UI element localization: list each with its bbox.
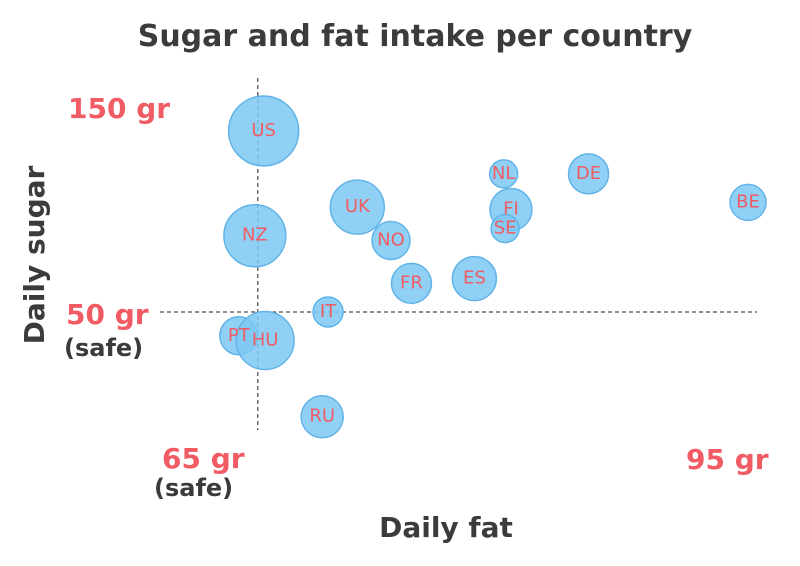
x-safe-annotation: 65 gr [162,442,245,475]
bubble-label-ru: RU [309,406,335,427]
bubble-fr [390,262,433,305]
bubble-label-nz: NZ [242,225,268,246]
bubble-label-es: ES [463,268,486,289]
y-safe-sublabel: (safe) [64,334,143,362]
bubble-nl [488,159,519,189]
bubble-label-us: US [251,120,276,141]
bubble-ru [300,394,344,439]
bubble-label-be: BE [736,191,760,212]
bubble-label-hu: HU [252,330,279,351]
bubble-hu [235,310,295,371]
chart-title: Sugar and fat intake per country [138,19,693,54]
bubble-be [729,183,767,222]
bubble-label-fr: FR [400,272,423,293]
bubble-label-de: DE [576,163,601,184]
bubble-label-no: NO [377,230,405,251]
bubble-label-pt: PT [228,325,251,346]
bubble-label-se: SE [494,218,517,239]
bubble-de [567,153,610,195]
bubble-uk [329,179,386,235]
bubble-label-fi: FI [503,199,519,220]
bubble-it [312,296,344,328]
bubble-nz [223,203,287,268]
x-safe-sublabel: (safe) [154,474,233,502]
y-top-annotation: 150 gr [68,92,170,125]
bubble-label-uk: UK [345,196,371,217]
x-right-annotation: 95 gr [686,443,769,476]
bubble-es [451,255,498,302]
y-axis-title: Daily sugar [18,165,51,344]
x-axis-title: Daily fat [379,511,513,544]
bubble-no [371,220,411,261]
bubble-label-it: IT [320,301,337,322]
y-safe-annotation: 50 gr [66,298,149,331]
bubble-label-nl: NL [492,163,516,184]
bubble-se [490,213,520,244]
bubble-us [227,95,300,167]
